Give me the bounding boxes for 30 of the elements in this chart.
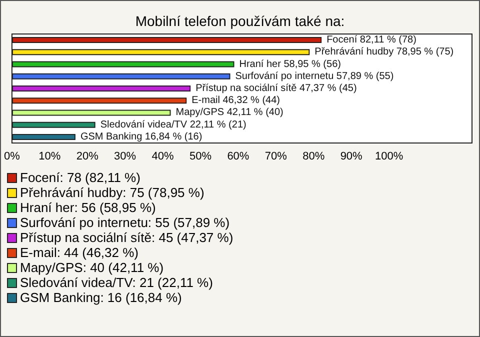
text: Přehrávání hudby: 75 (78,95 %) (20, 185, 204, 200)
chart-title: Mobilní telefon používám také na: (135, 13, 345, 29)
text: Hraní her: 56 (58,95 %) (20, 200, 156, 215)
text: GSM Banking: 16 (16,84 %) (20, 290, 182, 305)
data-label: E-mail 46,32 % (44) (192, 95, 280, 106)
data-label: Focení 82,11 % (78) (326, 34, 416, 46)
text: Sledování videa/TV: 21 (22,11 %) (20, 275, 213, 290)
x-tick-label: 80% (302, 150, 325, 162)
data-label: GSM Banking 16,84 % (16) (80, 131, 202, 142)
x-tick-label: 20% (76, 150, 99, 162)
data-label: Mapy/GPS 42,11 % (40) (176, 107, 284, 118)
text: E-mail: 44 (46,32 %) (20, 245, 138, 260)
x-tick-label: 70% (264, 150, 288, 162)
text: Surfování po internetu: 55 (57,89 %) (20, 215, 230, 230)
x-tick-label: 60% (227, 150, 250, 162)
x-tick-label: 90% (340, 150, 363, 162)
data-label: Hraní her 58,95 % (56) (239, 58, 341, 70)
x-tick-label: 30% (114, 150, 136, 162)
x-tick-label: 10% (38, 150, 61, 162)
x-tick-label: 50% (189, 150, 212, 162)
data-label: Sledování videa/TV 22,11 % (21) (100, 119, 246, 130)
data-label: Přehrávání hudby 78,95 % (75) (314, 46, 454, 58)
x-tick-label: 40% (152, 150, 174, 162)
text: Přístup na sociální sítě: 45 (47,37 %) (20, 230, 234, 245)
text: Mapy/GPS: 40 (42,11 %) (20, 260, 164, 275)
x-tick-label: 0% (4, 150, 20, 162)
x-tick-label: 100% (374, 150, 404, 162)
text: Focení: 78 (82,11 %) (20, 170, 140, 185)
data-label: Přístup na sociální sítě 47,37 % (45) (196, 83, 357, 94)
data-label: Surfování po internetu 57,89 % (55) (235, 70, 394, 82)
